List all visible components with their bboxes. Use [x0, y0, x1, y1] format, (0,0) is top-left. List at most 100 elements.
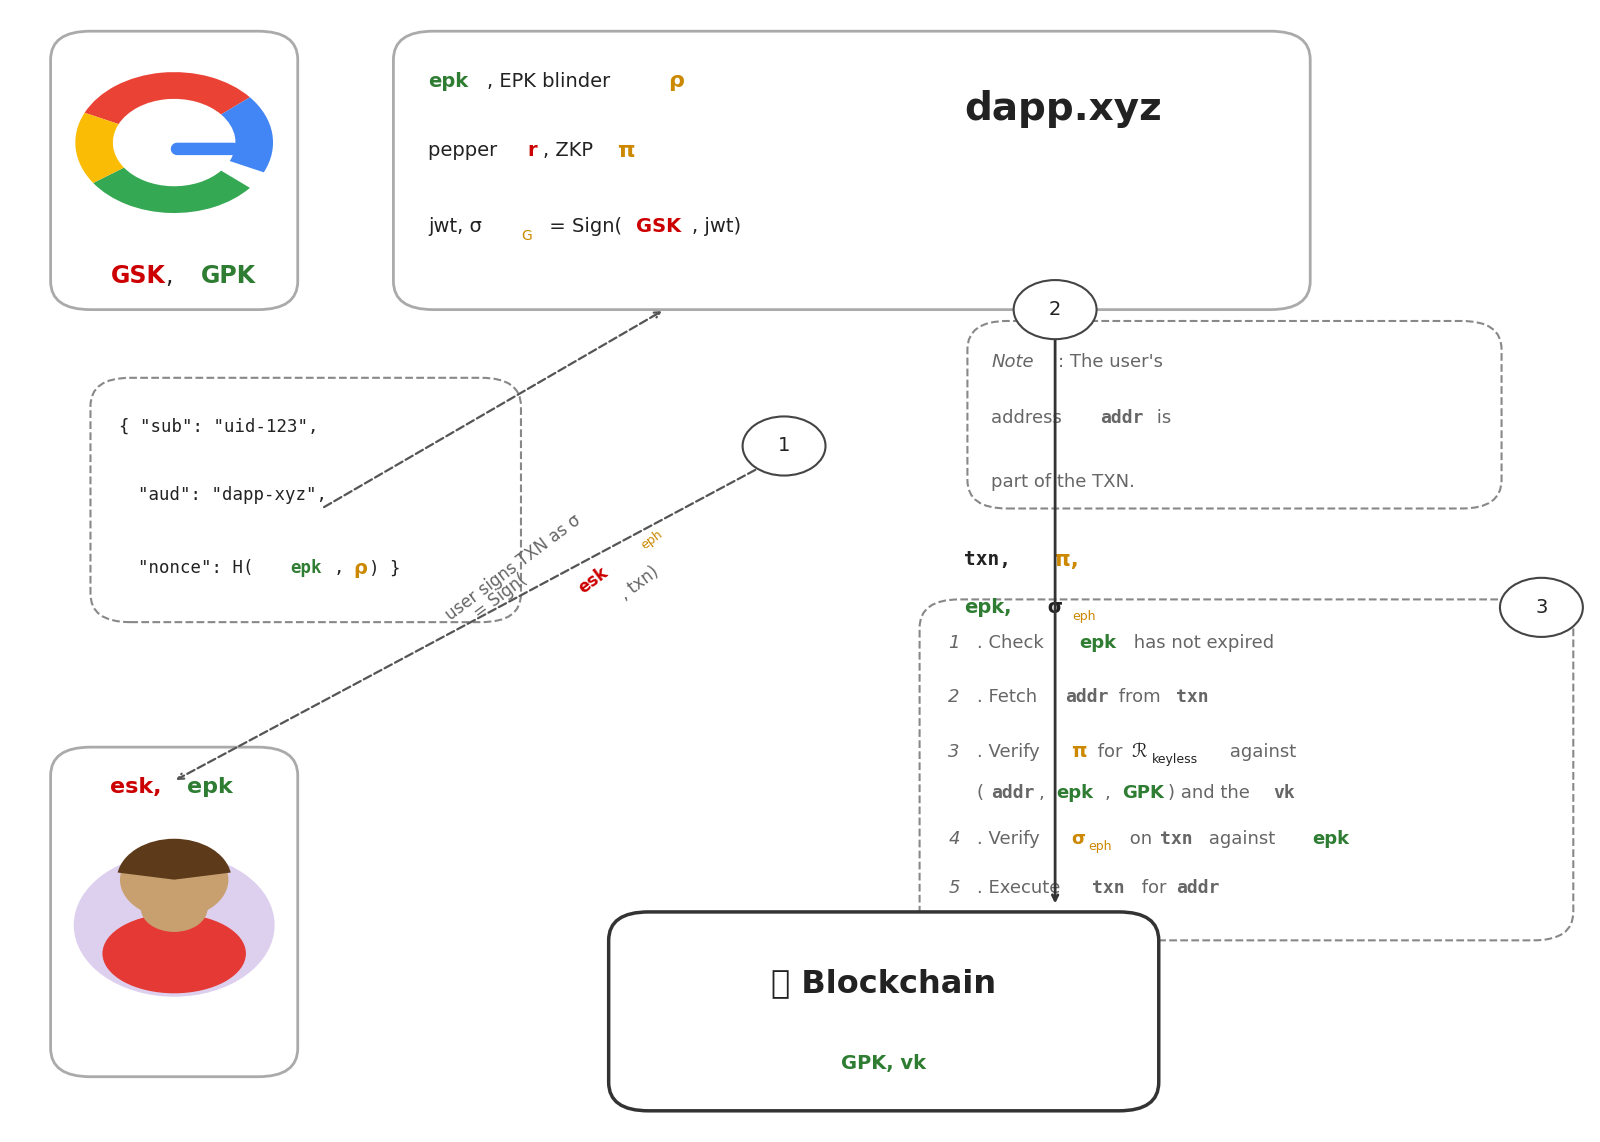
Text: esk: esk — [574, 563, 611, 597]
Text: is: is — [1150, 410, 1171, 427]
Text: . Verify: . Verify — [978, 742, 1045, 761]
Text: ) and the: ) and the — [1168, 783, 1256, 802]
Text: GSK: GSK — [635, 217, 682, 235]
Text: 1: 1 — [949, 634, 960, 652]
Wedge shape — [75, 113, 123, 183]
Text: addr: addr — [1176, 879, 1219, 898]
Circle shape — [141, 884, 208, 932]
Text: part of the TXN.: part of the TXN. — [992, 473, 1136, 491]
Text: GPK: GPK — [202, 264, 256, 288]
FancyBboxPatch shape — [968, 321, 1501, 508]
Text: = Sign(: = Sign( — [470, 571, 531, 622]
Text: , jwt): , jwt) — [691, 217, 741, 235]
Text: : The user's: : The user's — [1058, 353, 1163, 371]
Text: for: for — [1136, 879, 1173, 898]
Text: epk: epk — [290, 560, 322, 578]
Text: has not expired: has not expired — [1128, 634, 1275, 652]
Text: , txn): , txn) — [616, 563, 662, 604]
Text: , ZKP: , ZKP — [544, 142, 600, 160]
Text: ,: , — [166, 264, 181, 288]
Text: GPK: GPK — [1122, 783, 1163, 802]
Text: π: π — [1070, 742, 1086, 762]
Text: 4: 4 — [949, 830, 960, 849]
Text: jwt, σ: jwt, σ — [429, 217, 482, 235]
Text: . Execute: . Execute — [978, 879, 1066, 898]
Text: GPK, vk: GPK, vk — [842, 1054, 926, 1072]
Text: Note: Note — [992, 353, 1034, 371]
Text: ℛ: ℛ — [1131, 742, 1147, 762]
Circle shape — [1499, 578, 1582, 637]
Text: = Sign(: = Sign( — [544, 217, 622, 235]
Text: epk: epk — [1078, 634, 1117, 652]
Text: txn: txn — [1176, 689, 1210, 706]
Text: r: r — [528, 142, 538, 160]
Text: user signs TXN as σ: user signs TXN as σ — [442, 510, 584, 624]
Text: ρ: ρ — [667, 71, 683, 91]
Text: for: for — [1091, 742, 1128, 761]
Wedge shape — [118, 838, 230, 879]
Text: 2: 2 — [1050, 300, 1061, 319]
Text: address: address — [992, 410, 1067, 427]
Text: txn: txn — [1091, 879, 1125, 898]
Text: π: π — [616, 140, 634, 161]
FancyBboxPatch shape — [608, 912, 1158, 1111]
Text: eph: eph — [1088, 841, 1112, 853]
Text: 🔗 Blockchain: 🔗 Blockchain — [771, 968, 997, 999]
Wedge shape — [221, 97, 274, 172]
FancyBboxPatch shape — [920, 600, 1573, 940]
Text: ,: , — [1104, 783, 1117, 802]
Wedge shape — [85, 72, 250, 124]
Text: "nonce": H(: "nonce": H( — [138, 560, 254, 578]
Text: π,: π, — [1046, 549, 1078, 570]
Text: txn,: txn, — [965, 550, 1011, 569]
Text: σ: σ — [1070, 830, 1085, 849]
Text: "aud": "dapp-xyz",: "aud": "dapp-xyz", — [138, 486, 328, 504]
Text: epk: epk — [187, 777, 232, 797]
Text: ρ: ρ — [354, 558, 368, 578]
Text: 5: 5 — [949, 879, 960, 898]
Text: addr: addr — [992, 783, 1035, 802]
Text: . Fetch: . Fetch — [978, 689, 1043, 706]
Text: epk: epk — [1056, 783, 1094, 802]
Circle shape — [742, 417, 826, 475]
Text: GSK: GSK — [112, 264, 166, 288]
Text: addr: addr — [1064, 689, 1109, 706]
FancyBboxPatch shape — [91, 378, 522, 622]
Text: pepper: pepper — [429, 142, 504, 160]
Text: esk,: esk, — [110, 777, 162, 797]
Text: on: on — [1123, 830, 1157, 849]
Wedge shape — [93, 168, 250, 214]
Text: , EPK blinder: , EPK blinder — [488, 72, 611, 91]
Text: (: ( — [978, 783, 984, 802]
Text: vk: vk — [1274, 783, 1296, 802]
Ellipse shape — [102, 914, 246, 994]
Text: σ: σ — [1040, 598, 1062, 617]
Circle shape — [1014, 280, 1096, 339]
Text: against: against — [1203, 830, 1282, 849]
Text: ) }: ) } — [370, 560, 402, 578]
Text: dapp.xyz: dapp.xyz — [963, 90, 1162, 128]
Text: { "sub": "uid-123",: { "sub": "uid-123", — [118, 418, 318, 435]
Circle shape — [120, 841, 229, 918]
Text: 2: 2 — [949, 689, 960, 706]
Text: keyless: keyless — [1152, 754, 1198, 766]
FancyBboxPatch shape — [51, 31, 298, 309]
Text: . Verify: . Verify — [978, 830, 1045, 849]
Text: epk: epk — [1312, 830, 1349, 849]
Text: . Check: . Check — [978, 634, 1050, 652]
Text: G: G — [522, 230, 531, 243]
Text: epk: epk — [429, 72, 469, 91]
Text: 1: 1 — [778, 436, 790, 456]
Text: 3: 3 — [1536, 598, 1547, 617]
Text: eph: eph — [638, 528, 666, 552]
FancyBboxPatch shape — [51, 747, 298, 1077]
Text: eph: eph — [1072, 610, 1096, 622]
Text: against: against — [1224, 742, 1296, 761]
Text: epk,: epk, — [965, 598, 1011, 617]
Text: addr: addr — [1099, 410, 1144, 427]
Text: txn: txn — [1160, 830, 1194, 849]
FancyBboxPatch shape — [394, 31, 1310, 309]
Text: ,: , — [334, 560, 355, 578]
Text: ,: , — [1038, 783, 1051, 802]
Circle shape — [74, 853, 275, 997]
